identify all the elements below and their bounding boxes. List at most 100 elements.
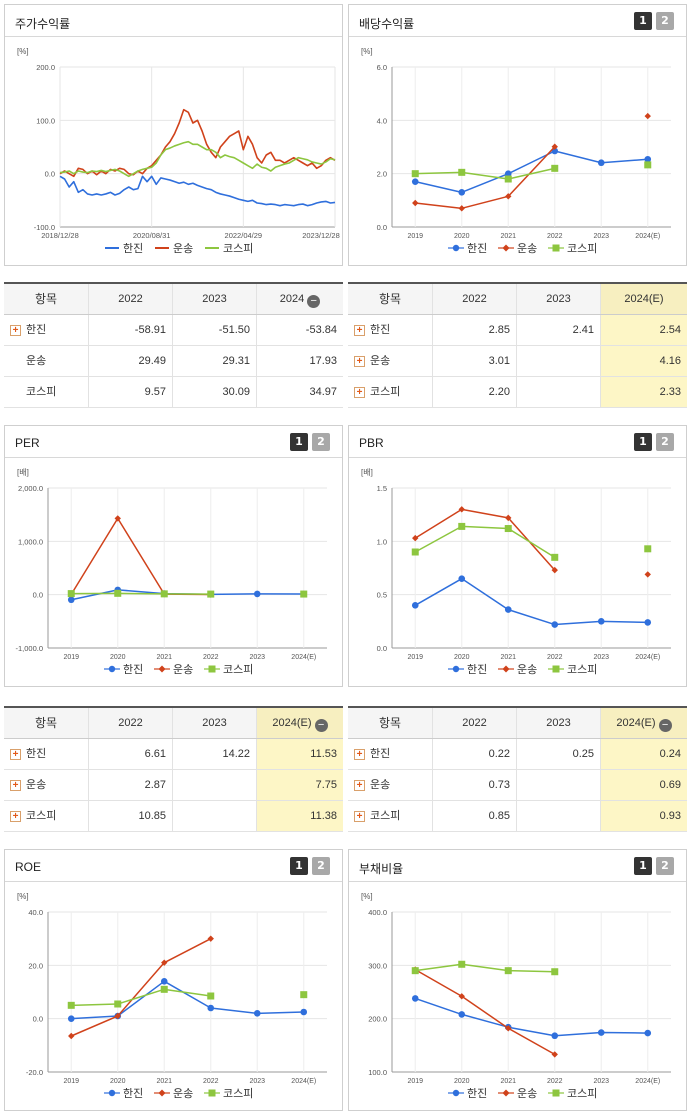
x-tick-label: 2024(E): [635, 1078, 660, 1085]
page-1-button[interactable]: 1: [634, 433, 652, 451]
panel-header: 주가수익률: [5, 5, 342, 37]
expand-icon[interactable]: +: [10, 811, 21, 822]
table-value-cell: 30.09: [172, 377, 256, 407]
expand-icon[interactable]: +: [354, 780, 365, 791]
y-tick-label: 1,000.0: [18, 537, 43, 546]
table-header-cell: 2022: [88, 708, 172, 738]
y-tick-label: -20.0: [26, 1068, 43, 1077]
header-text: 항목: [378, 292, 402, 306]
expand-icon[interactable]: +: [354, 325, 365, 336]
legend-item-transport[interactable]: 운송: [498, 242, 537, 255]
legend-item-transport[interactable]: 운송: [498, 663, 537, 676]
point-kospi: [114, 1000, 122, 1008]
expand-icon[interactable]: +: [10, 749, 21, 760]
page-2-button[interactable]: 2: [312, 433, 330, 451]
x-tick-label: 2023/12/28: [302, 231, 340, 240]
table-header-cell: 2024(E) −: [256, 708, 343, 738]
legend-item-transport[interactable]: 운송: [154, 1087, 193, 1100]
chart-panel-dividend: 배당수익률 1 2 [%] 6.0 4.0 2.0 0.0 2019 2020 2021 2022 20…: [348, 4, 687, 266]
chart-panel-pbr: PBR 1 2 [배] 1.5 1.0 0.5 0.0 2019 2020 2021 2022 2023…: [348, 425, 687, 687]
header-text: 2022: [462, 293, 487, 305]
point-hanjin: [597, 618, 605, 625]
collapse-icon[interactable]: −: [658, 719, 672, 732]
legend-item-kospi[interactable]: 코스피: [548, 1087, 597, 1100]
header-text: 2024(E): [624, 293, 664, 305]
legend-label: 운송: [173, 242, 193, 255]
legend-marker: [502, 665, 510, 673]
expand-icon[interactable]: +: [354, 811, 365, 822]
table-header-cell: 항목: [4, 284, 88, 314]
table-row: + 운송 3.01 4.16: [348, 346, 687, 377]
y-tick-label: 0.0: [33, 591, 43, 600]
expand-icon[interactable]: +: [354, 387, 365, 398]
x-tick-label: 2020: [110, 1078, 126, 1085]
row-label-cell: + 한진: [348, 315, 432, 345]
point-kospi: [644, 161, 652, 169]
legend-marker: [452, 244, 460, 252]
table-value-cell: 0.22: [432, 739, 516, 769]
table-value-cell: 9.57: [88, 377, 172, 407]
legend-item-kospi[interactable]: 코스피: [204, 1087, 253, 1100]
page-1-button[interactable]: 1: [290, 857, 308, 875]
legend-item-kospi[interactable]: 코스피: [204, 663, 253, 676]
legend-item-kospi[interactable]: 코스피: [205, 242, 253, 255]
expand-icon[interactable]: +: [10, 325, 21, 336]
table-value-cell: 34.97: [256, 377, 343, 407]
page-2-button[interactable]: 2: [312, 857, 330, 875]
legend-item-kospi[interactable]: 코스피: [548, 663, 597, 676]
point-kospi: [504, 525, 512, 533]
legend-item-kospi[interactable]: 코스피: [548, 242, 597, 255]
x-tick-label: 2024(E): [291, 1078, 316, 1085]
point-kospi: [300, 590, 308, 598]
series-line-transport: [70, 517, 211, 596]
page-2-button[interactable]: 2: [656, 433, 674, 451]
page-1-button[interactable]: 1: [634, 12, 652, 30]
point-kospi: [644, 545, 652, 553]
expand-icon[interactable]: +: [10, 780, 21, 791]
y-tick-label: 0.0: [45, 170, 55, 179]
legend-item-transport[interactable]: 운송: [498, 1087, 537, 1100]
collapse-icon[interactable]: −: [307, 295, 321, 308]
chart-panel-stock-return: 주가수익률 [%] 200.0 100.0 0.0 -100.0 2018/12/28 202…: [4, 4, 343, 266]
row-label: 한진: [370, 324, 391, 336]
table-value-cell: [516, 346, 600, 376]
page-1-button[interactable]: 1: [290, 433, 308, 451]
point-kospi: [504, 967, 512, 975]
legend-label: 운송: [517, 242, 537, 255]
expand-icon[interactable]: +: [354, 356, 365, 367]
y-axis-unit: [%]: [17, 892, 29, 901]
legend-item-hanjin[interactable]: 한진: [448, 1087, 487, 1100]
legend-item-transport[interactable]: 운송: [154, 663, 193, 676]
table-value-cell: 0.25: [516, 739, 600, 769]
chart-svg: [%] 400.0 300.0 200.0 100.0 2019 2020 2021 2022 2…: [361, 892, 671, 1100]
point-hanjin: [504, 606, 512, 613]
point-hanjin: [644, 1029, 652, 1037]
legend-item-transport[interactable]: 운송: [155, 242, 193, 255]
page-2-button[interactable]: 2: [656, 857, 674, 875]
row-label: 운송: [26, 779, 47, 791]
point-transport: [68, 1032, 75, 1040]
legend-item-hanjin[interactable]: 한진: [105, 242, 143, 255]
legend-item-hanjin[interactable]: 한진: [448, 663, 487, 676]
table-row: + 운송 2.87 7.75: [4, 770, 343, 801]
legend-item-hanjin[interactable]: 한진: [104, 1087, 143, 1100]
legend-item-hanjin[interactable]: 한진: [104, 663, 143, 676]
legend-label: 코스피: [223, 242, 253, 255]
row-label-cell: 코스피: [4, 377, 88, 407]
y-tick-label: 0.0: [377, 223, 387, 232]
y-tick-label: 6.0: [377, 63, 387, 72]
table-value-cell: 0.24: [600, 739, 687, 769]
page-1-button[interactable]: 1: [634, 857, 652, 875]
row-label: 운송: [370, 779, 391, 791]
expand-icon[interactable]: +: [354, 749, 365, 760]
collapse-icon[interactable]: −: [314, 719, 328, 732]
legend-marker: [108, 1089, 116, 1097]
table-per: 항목 2022 2023 2024(E) − + 한진 6.61 14.22 11.53 + 운송 2.…: [4, 706, 343, 832]
table-value-cell: 3.01: [432, 346, 516, 376]
page-2-button[interactable]: 2: [656, 12, 674, 30]
row-label: 한진: [26, 748, 47, 760]
legend-item-hanjin[interactable]: 한진: [448, 242, 487, 255]
point-kospi: [458, 960, 466, 968]
point-hanjin: [411, 178, 419, 185]
table-value-cell: 14.22: [172, 739, 256, 769]
